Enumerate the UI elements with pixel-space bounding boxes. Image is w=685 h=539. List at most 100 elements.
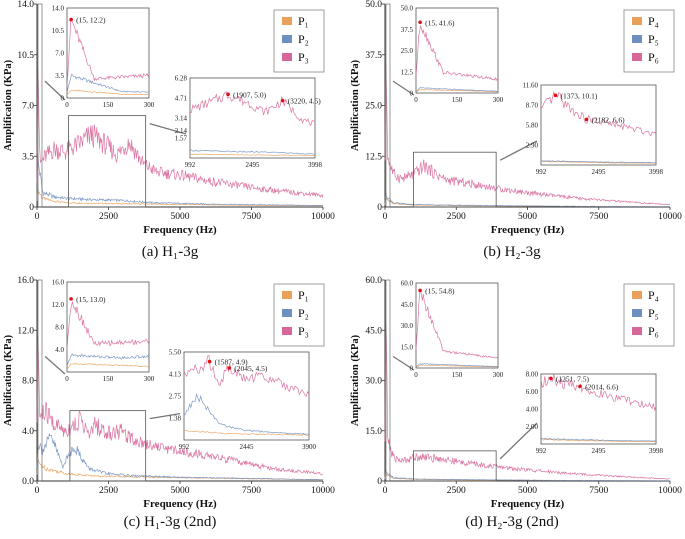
inset-right-peak-label: (2045, 4.5) bbox=[234, 364, 268, 373]
y-tick-label: 30.0 bbox=[365, 377, 382, 387]
chart-b: 0 2500 5000 7500 10000 0 12.5 25.0 37.5 50.0 Frequ… bbox=[350, 0, 682, 236]
series-1 bbox=[36, 187, 324, 207]
inset-right-y-tick-label: 3.14 bbox=[175, 115, 188, 123]
inset-left-x-tick-label: 150 bbox=[452, 96, 463, 104]
inset-right-frame bbox=[183, 351, 310, 441]
inset-right-series-2 bbox=[183, 392, 310, 435]
x-tick-label: 7500 bbox=[589, 486, 608, 496]
inset-right-series-3 bbox=[189, 91, 316, 127]
x-axis-title: Frequency (Hz) bbox=[491, 224, 565, 236]
inset-right-y-tick-label: 8.70 bbox=[526, 102, 539, 110]
legend-label: P₃ bbox=[298, 50, 309, 64]
zoom-region-low-freq bbox=[37, 279, 43, 482]
x-tick-label: 5000 bbox=[171, 486, 190, 496]
x-tick-label: 7500 bbox=[242, 212, 261, 222]
inset-right-series-1 bbox=[189, 153, 316, 156]
inset-left-x-tick-label: 0 bbox=[414, 96, 418, 104]
series-1 bbox=[384, 473, 670, 482]
inset-right-peak-marker bbox=[578, 384, 582, 389]
zoom-region-box bbox=[413, 151, 497, 208]
legend: P₄ P₅ P₆ bbox=[623, 9, 675, 73]
x-tick-label: 0 bbox=[383, 212, 388, 222]
arrow-to-left-inset bbox=[392, 80, 415, 96]
y-tick-label: 10.5 bbox=[17, 51, 34, 61]
inset-right-peak-marker bbox=[584, 117, 589, 122]
x-tick-label: 10000 bbox=[311, 212, 335, 222]
inset-right-peak-marker bbox=[280, 98, 285, 103]
inset-left-y-tick-label: 12.5 bbox=[401, 68, 414, 76]
legend-label: P₃ bbox=[298, 324, 309, 338]
inset-left-series-1 bbox=[66, 362, 150, 370]
inset-left-series-2 bbox=[66, 73, 150, 94]
caption-b: (b) H₂-3g bbox=[483, 244, 541, 260]
legend-swatch bbox=[632, 53, 642, 61]
inset-right-y-tick-label: 6.00 bbox=[526, 388, 539, 396]
inset-left-x-tick-label: 0 bbox=[414, 371, 418, 379]
inset-left-y-tick-label: 8.0 bbox=[55, 324, 64, 332]
zoom-region-low-freq bbox=[385, 3, 391, 208]
inset-right-x-tick-label: 992 bbox=[179, 443, 190, 451]
inset-left-x-tick-label: 150 bbox=[103, 101, 114, 109]
inset-right-series-3 bbox=[540, 90, 657, 137]
series-1 bbox=[36, 459, 324, 481]
y-tick-label: 0 bbox=[29, 203, 34, 213]
inset-right-x-tick-label: 2495 bbox=[592, 168, 607, 176]
inset-left-y-tick-label: 10.5 bbox=[52, 27, 65, 35]
arrow-to-right-inset bbox=[149, 123, 187, 135]
legend-label: P₅ bbox=[648, 32, 659, 46]
legend-label: P₂ bbox=[298, 306, 309, 320]
legend-label: P₄ bbox=[648, 288, 659, 302]
zoom-region-box bbox=[68, 115, 147, 208]
legend-swatch bbox=[282, 291, 292, 299]
inset-right-y-tick-label: 5.50 bbox=[169, 349, 182, 357]
inset-left-y-tick-label: 50.0 bbox=[401, 5, 414, 13]
inset-left-x-tick-label: 150 bbox=[452, 371, 463, 379]
inset-right-y-tick-label: 4.71 bbox=[175, 95, 188, 103]
legend: P₁ P₂ P₃ bbox=[273, 9, 325, 73]
legend-swatch bbox=[632, 35, 642, 43]
inset-right-series-1 bbox=[183, 429, 310, 436]
legend: P₁ P₂ P₃ bbox=[273, 283, 325, 347]
inset-left-y-tick-label: 7.0 bbox=[55, 50, 64, 58]
x-tick-label: 2500 bbox=[99, 212, 118, 222]
inset-right-y-tick-label: 2.90 bbox=[526, 142, 539, 150]
y-axis-title: Amplification (KPa) bbox=[350, 334, 361, 426]
x-tick-label: 10000 bbox=[658, 486, 682, 496]
inset-left-x-tick-label: 300 bbox=[493, 96, 504, 104]
arrow-to-right-inset bbox=[149, 412, 181, 420]
inset-right-x-tick-label: 3998 bbox=[649, 447, 664, 455]
y-axis-title: Amplification (KPa) bbox=[3, 334, 14, 426]
zoom-region-low-freq bbox=[37, 3, 43, 208]
inset-left-series-1 bbox=[415, 89, 499, 93]
inset-left-peak-label: (15, 54.8) bbox=[425, 286, 455, 295]
inset-right-y-tick-label: 5.80 bbox=[526, 122, 539, 130]
inset-left-peak-marker bbox=[418, 20, 422, 25]
y-axis-title: Amplification (KPa) bbox=[350, 59, 361, 151]
x-tick-label: 0 bbox=[35, 486, 40, 496]
inset-left-y-tick-label: 0 bbox=[410, 365, 414, 373]
inset-right-x-tick-label: 2445 bbox=[239, 443, 254, 451]
inset-right-peak-label: (2014, 6.6) bbox=[585, 382, 619, 391]
inset-left-y-tick-label: 30.0 bbox=[401, 322, 414, 330]
inset-left-series-3 bbox=[66, 19, 150, 87]
inset-left-series-3 bbox=[66, 301, 150, 351]
x-tick-label: 5000 bbox=[518, 212, 537, 222]
inset-right-peak-label: (1373, 10.1) bbox=[561, 91, 598, 100]
inset-right-y-tick-label: 1.38 bbox=[169, 414, 182, 422]
inset-left-frame bbox=[415, 7, 499, 94]
inset-right-x-tick-label: 2495 bbox=[592, 447, 607, 455]
series-3 bbox=[384, 62, 670, 206]
x-tick-label: 0 bbox=[35, 212, 40, 222]
x-tick-label: 5000 bbox=[171, 212, 190, 222]
inset-left-frame bbox=[415, 282, 499, 369]
arrow-to-left-inset bbox=[392, 355, 415, 371]
legend-label: P₆ bbox=[648, 50, 659, 64]
inset-right-peak-marker bbox=[549, 376, 553, 381]
legend-swatch bbox=[632, 17, 642, 25]
inset-right-x-tick-label: 992 bbox=[185, 161, 196, 169]
x-tick-label: 2500 bbox=[447, 212, 466, 222]
x-tick-label: 10000 bbox=[658, 212, 682, 222]
inset-right-series-3 bbox=[540, 373, 657, 412]
inset-right-peak-marker bbox=[227, 366, 232, 370]
